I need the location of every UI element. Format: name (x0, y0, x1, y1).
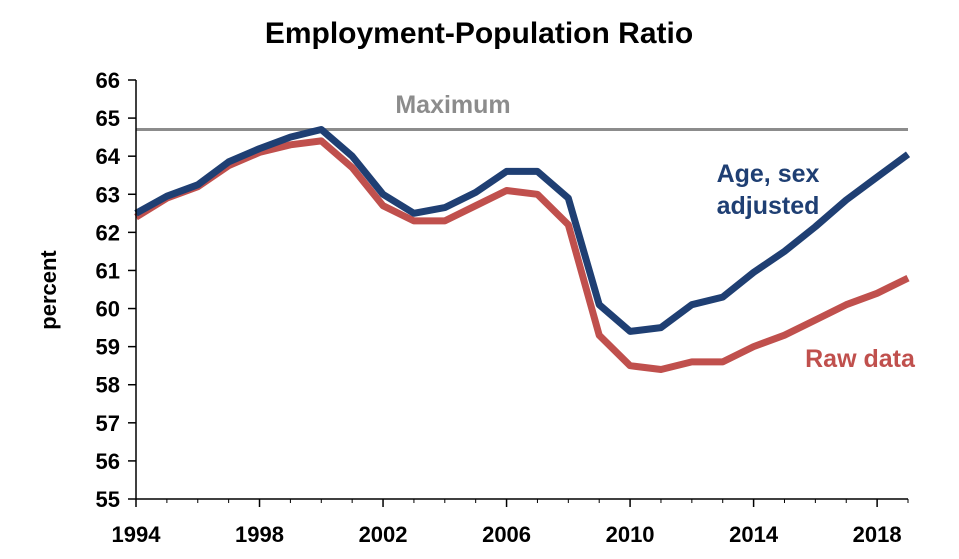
y-tick-label: 65 (96, 106, 120, 131)
series-label: Age, sex (717, 160, 820, 188)
y-axis-ticks: 55 56 57 58 59 60 61 62 63 64 65 66 (96, 68, 136, 512)
y-tick-label: 59 (96, 335, 120, 360)
x-tick-label: 2010 (606, 522, 655, 547)
x-tick-label: 2014 (729, 522, 779, 547)
x-axis-ticks: 1994 1998 2002 2006 2010 2014 2018 (112, 499, 909, 547)
y-tick-label: 56 (96, 449, 120, 474)
maximum-label: Maximum (395, 91, 510, 119)
y-axis-label: percent (36, 250, 61, 330)
series-line-age-sex-adjusted (134, 126, 911, 335)
y-tick-label: 62 (96, 220, 120, 245)
x-tick-label: 2002 (359, 522, 408, 547)
x-tick-label: 1998 (235, 522, 284, 547)
chart-title: Employment-Population Ratio (265, 17, 693, 50)
y-tick-label: 60 (96, 297, 120, 322)
series-lines (134, 126, 911, 373)
x-tick-label: 2018 (853, 522, 902, 547)
y-tick-label: 55 (96, 487, 120, 512)
x-tick-label: 1994 (112, 522, 162, 547)
x-tick-label: 2006 (482, 522, 531, 547)
series-line-raw-data (134, 137, 910, 373)
y-tick-label: 58 (96, 373, 120, 398)
series-labels: Age, sex adjusted Raw data (717, 160, 916, 373)
y-tick-label: 61 (96, 258, 120, 283)
series-label: Raw data (805, 345, 916, 373)
y-tick-label: 66 (96, 68, 120, 93)
y-tick-label: 57 (96, 411, 120, 436)
series-label: adjusted (717, 192, 820, 220)
y-tick-label: 64 (96, 144, 121, 169)
maximum-reference: Maximum (136, 91, 908, 132)
y-tick-label: 63 (96, 182, 120, 207)
